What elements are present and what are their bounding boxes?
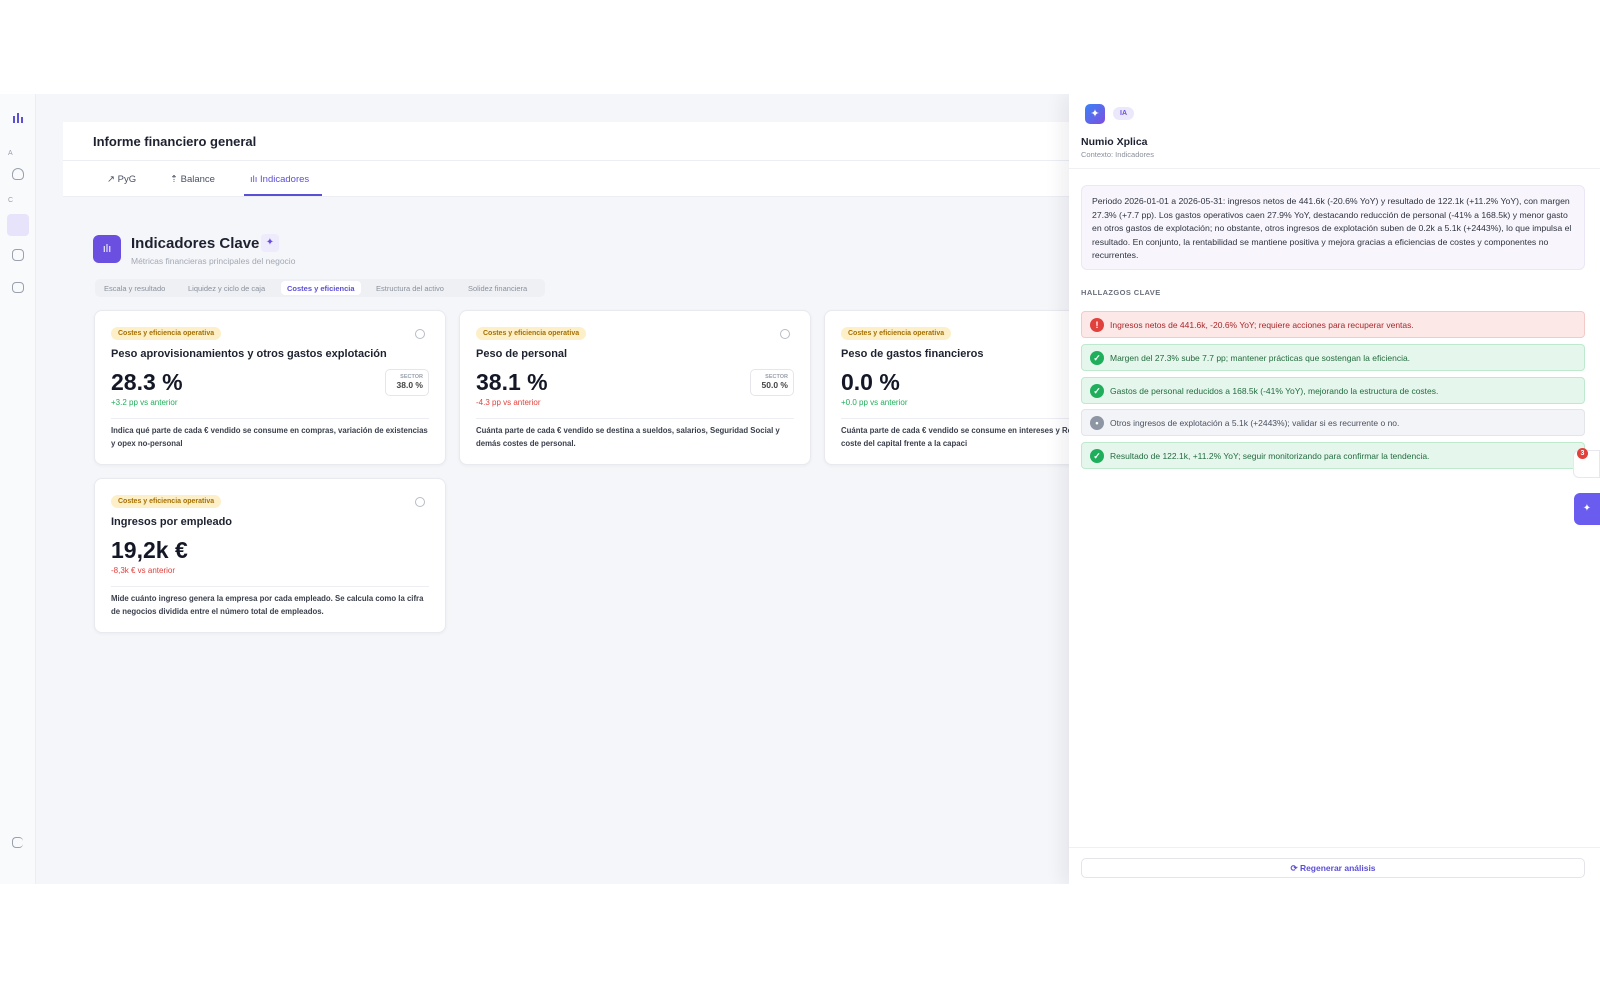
tab-label: Indicadores xyxy=(260,174,310,185)
page-title: Informe financiero general xyxy=(93,134,257,149)
card-divider xyxy=(476,418,794,419)
card-description: Indica qué parte de cada € vendido se co… xyxy=(111,426,428,448)
card-description: Cuánta parte de cada € vendido se destin… xyxy=(476,426,780,448)
ai-toggle[interactable]: ✦ xyxy=(1574,493,1600,525)
panel-title: Numio Xplica xyxy=(1081,136,1148,148)
card-value: 28.3 % xyxy=(111,369,183,395)
card-delta: -8,3k € vs anterior xyxy=(111,566,176,575)
card-delta: +3.2 pp vs anterior xyxy=(111,398,178,407)
ai-button[interactable]: ✦ xyxy=(261,234,279,252)
header: Informe financiero general xyxy=(63,122,1069,161)
card-tag: Costes y eficiencia operativa xyxy=(476,327,587,340)
card-value: 19,2k € xyxy=(111,537,188,563)
finding-text: Otros ingresos de explotación a 5.1k (+2… xyxy=(1110,418,1400,428)
card-tag: Costes y eficiencia operativa xyxy=(111,495,222,508)
card-divider xyxy=(841,418,1159,419)
sector-box: SECTOR 38.0 % xyxy=(385,369,429,396)
indicator-card: Costes y eficiencia operativa Ingresos po… xyxy=(94,478,446,633)
sector-label: SECTOR xyxy=(765,374,788,380)
subtabs: Escala y resultado Liquidez y ciclo de c… xyxy=(95,279,545,297)
card-divider xyxy=(111,418,429,419)
subtab[interactable]: Escala y resultado xyxy=(104,284,166,293)
sector-value: 38.0 % xyxy=(396,380,423,390)
help-icon[interactable] xyxy=(780,329,790,339)
card-title: Peso de personal xyxy=(476,348,568,360)
sector-label: SECTOR xyxy=(400,374,423,380)
nav-chart[interactable] xyxy=(9,108,27,126)
finding: ! Ingresos netos de 441.6k, -20.6% YoY; r… xyxy=(1081,311,1585,338)
section-subtitle: Métricas financieras principales del neg… xyxy=(131,256,296,266)
summary: Periodo 2026-01-01 a 2026-05-31: ingreso… xyxy=(1081,185,1585,270)
nav-users[interactable] xyxy=(12,168,24,180)
card-title: Peso aprovisionamientos y otros gastos e… xyxy=(111,348,387,360)
regenerate-button[interactable]: ⟳ Regenerar análisis xyxy=(1081,858,1585,878)
tab-label: Balance xyxy=(180,174,215,185)
finding-text: Resultado de 122.1k, +11.2% YoY; seguir … xyxy=(1110,451,1430,461)
ai-icon: ✦ xyxy=(1085,104,1105,124)
panel-context: Contexto: Indicadores xyxy=(1081,150,1154,159)
section-icon: ılı xyxy=(93,235,121,263)
finding: ✓ Resultado de 122.1k, +11.2% YoY; seguir… xyxy=(1081,442,1585,469)
notification-badge: 3 xyxy=(1577,448,1588,459)
sidebar-label: A xyxy=(8,150,13,157)
sector-box: SECTOR 50.0 % xyxy=(750,369,794,396)
tab-label: PyG xyxy=(117,174,137,185)
divider xyxy=(1069,168,1600,169)
card-divider xyxy=(111,586,429,587)
finding: ✓ Margen del 27.3% sube 7.7 pp; mantener … xyxy=(1081,344,1585,371)
subtab[interactable]: Liquidez y ciclo de caja xyxy=(188,284,266,293)
finding: • Otros ingresos de explotación a 5.1k (+… xyxy=(1081,409,1585,436)
app: A C Informe financiero general ↗ PyG ⇡ B… xyxy=(0,94,1600,884)
tabs: ↗ PyG ⇡ Balance ılı Indicadores xyxy=(63,161,1069,197)
card-delta: +0.0 pp vs anterior xyxy=(841,398,908,407)
card-value: 0.0 % xyxy=(841,369,900,395)
tab[interactable]: ↗ PyG xyxy=(107,174,137,185)
tab-underline xyxy=(244,194,322,196)
subtab[interactable]: Estructura del activo xyxy=(376,284,444,293)
tab[interactable]: ⇡ Balance xyxy=(170,174,215,185)
ai-panel: ✦ IA Numio Xplica Contexto: Indicadores … xyxy=(1069,94,1600,884)
indicator-card: Costes y eficiencia operativa Peso aprovi… xyxy=(94,310,446,465)
button-label: Regenerar análisis xyxy=(1299,863,1376,873)
sidebar: A C xyxy=(0,94,36,884)
card-title: Ingresos por empleado xyxy=(111,516,233,528)
subtab[interactable]: Solidez financiera xyxy=(468,284,528,293)
ai-badge: IA xyxy=(1113,107,1134,120)
card-tag: Costes y eficiencia operativa xyxy=(111,327,222,340)
finding-text: Gastos de personal reducidos a 168.5k (-… xyxy=(1110,386,1439,396)
nav-table[interactable] xyxy=(12,249,24,261)
card-value: 38.1 % xyxy=(476,369,548,395)
help-icon[interactable] xyxy=(415,497,425,507)
sidebar-label: C xyxy=(8,197,14,204)
finding-text: Margen del 27.3% sube 7.7 pp; mantener p… xyxy=(1110,353,1411,363)
nav-logout[interactable] xyxy=(12,837,23,848)
sector-value: 50.0 % xyxy=(761,380,788,390)
finding: ✓ Gastos de personal reducidos a 168.5k (… xyxy=(1081,377,1585,404)
divider xyxy=(1069,847,1600,848)
findings-title: HALLAZGOS CLAVE xyxy=(1081,288,1161,297)
card-description: Mide cuánto ingreso genera la empresa po… xyxy=(111,594,424,616)
tab[interactable]: ılı Indicadores xyxy=(250,174,310,185)
indicator-card: Costes y eficiencia operativa Peso de per… xyxy=(459,310,811,465)
help-icon[interactable] xyxy=(415,329,425,339)
nav-chat[interactable] xyxy=(12,282,24,293)
subtab-active[interactable]: Costes y eficiencia xyxy=(281,281,361,295)
section-title: Indicadores Clave xyxy=(131,235,260,252)
card-delta: -4.3 pp vs anterior xyxy=(476,398,541,407)
card-title: Peso de gastos financieros xyxy=(841,348,984,360)
nav-report-active[interactable] xyxy=(7,214,29,236)
card-description: Cuánta parte de cada € vendido se consum… xyxy=(841,426,1156,448)
card-tag: Costes y eficiencia operativa xyxy=(841,327,952,340)
finding-text: Ingresos netos de 441.6k, -20.6% YoY; re… xyxy=(1110,320,1414,330)
